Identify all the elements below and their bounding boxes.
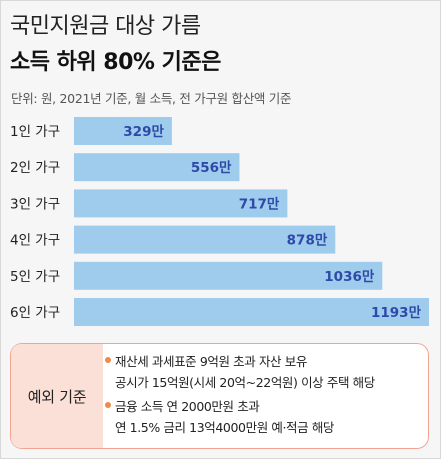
exception-item-line: 연 1.5% 금리 13억4000만원 예·적금 해당 [115, 420, 335, 435]
bullet-icon [105, 402, 111, 408]
bar-value-label: 878만 [287, 233, 328, 249]
bar [74, 261, 383, 290]
bar [74, 189, 288, 218]
bar [74, 117, 172, 145]
exception-item-line: 재산세 과세표준 9억원 초과 자산 보유 [115, 354, 307, 369]
exception-list: 재산세 과세표준 9억원 초과 자산 보유 공시가 15억원(시세 20억~22… [103, 351, 422, 441]
category-label: 5인 가구 [10, 269, 60, 285]
exception-box: 예외 기준 재산세 과세표준 9억원 초과 자산 보유 공시가 15억원(시세 … [10, 343, 429, 449]
bullet-icon [105, 357, 111, 363]
bar-value-label: 1036만 [324, 269, 375, 285]
category-label: 1인 가구 [10, 124, 60, 140]
bar [74, 225, 336, 254]
bar [74, 298, 429, 326]
bar [74, 153, 240, 182]
title-line-2: 소득 하위 80% 기준은 [10, 50, 221, 75]
exception-label: 예외 기준 [11, 344, 103, 448]
bar-chart: 1인 가구 329만 2인 가구 556만 3인 가구 717만 4인 가구 878만 5인 가… [0, 108, 441, 338]
category-label: 2인 가구 [10, 160, 60, 176]
category-label: 6인 가구 [10, 305, 60, 321]
bar-chart-svg: 1인 가구 329만 2인 가구 556만 3인 가구 717만 4인 가구 878만 5인 가… [10, 117, 429, 326]
bar-value-label: 329만 [123, 124, 164, 140]
category-label: 3인 가구 [10, 196, 60, 212]
bar-value-label: 1193만 [371, 305, 422, 321]
title-line-1: 국민지원금 대상 가름 [10, 14, 201, 39]
bar-value-label: 556만 [191, 160, 232, 176]
category-label: 4인 가구 [10, 233, 60, 249]
exception-item-line: 금융 소득 연 2000만원 초과 [115, 399, 260, 414]
unit-note: 단위: 원, 2021년 기준, 월 소득, 전 가구원 합산액 기준 [11, 91, 292, 106]
exception-item: 재산세 과세표준 9억원 초과 자산 보유 공시가 15억원(시세 20억~22… [103, 351, 422, 393]
exception-item-line: 공시가 15억원(시세 20억~22억원) 이상 주택 해당 [115, 375, 375, 390]
bar-value-label: 717만 [239, 196, 280, 212]
exception-item: 금융 소득 연 2000만원 초과 연 1.5% 금리 13억4000만원 예·… [103, 396, 422, 438]
